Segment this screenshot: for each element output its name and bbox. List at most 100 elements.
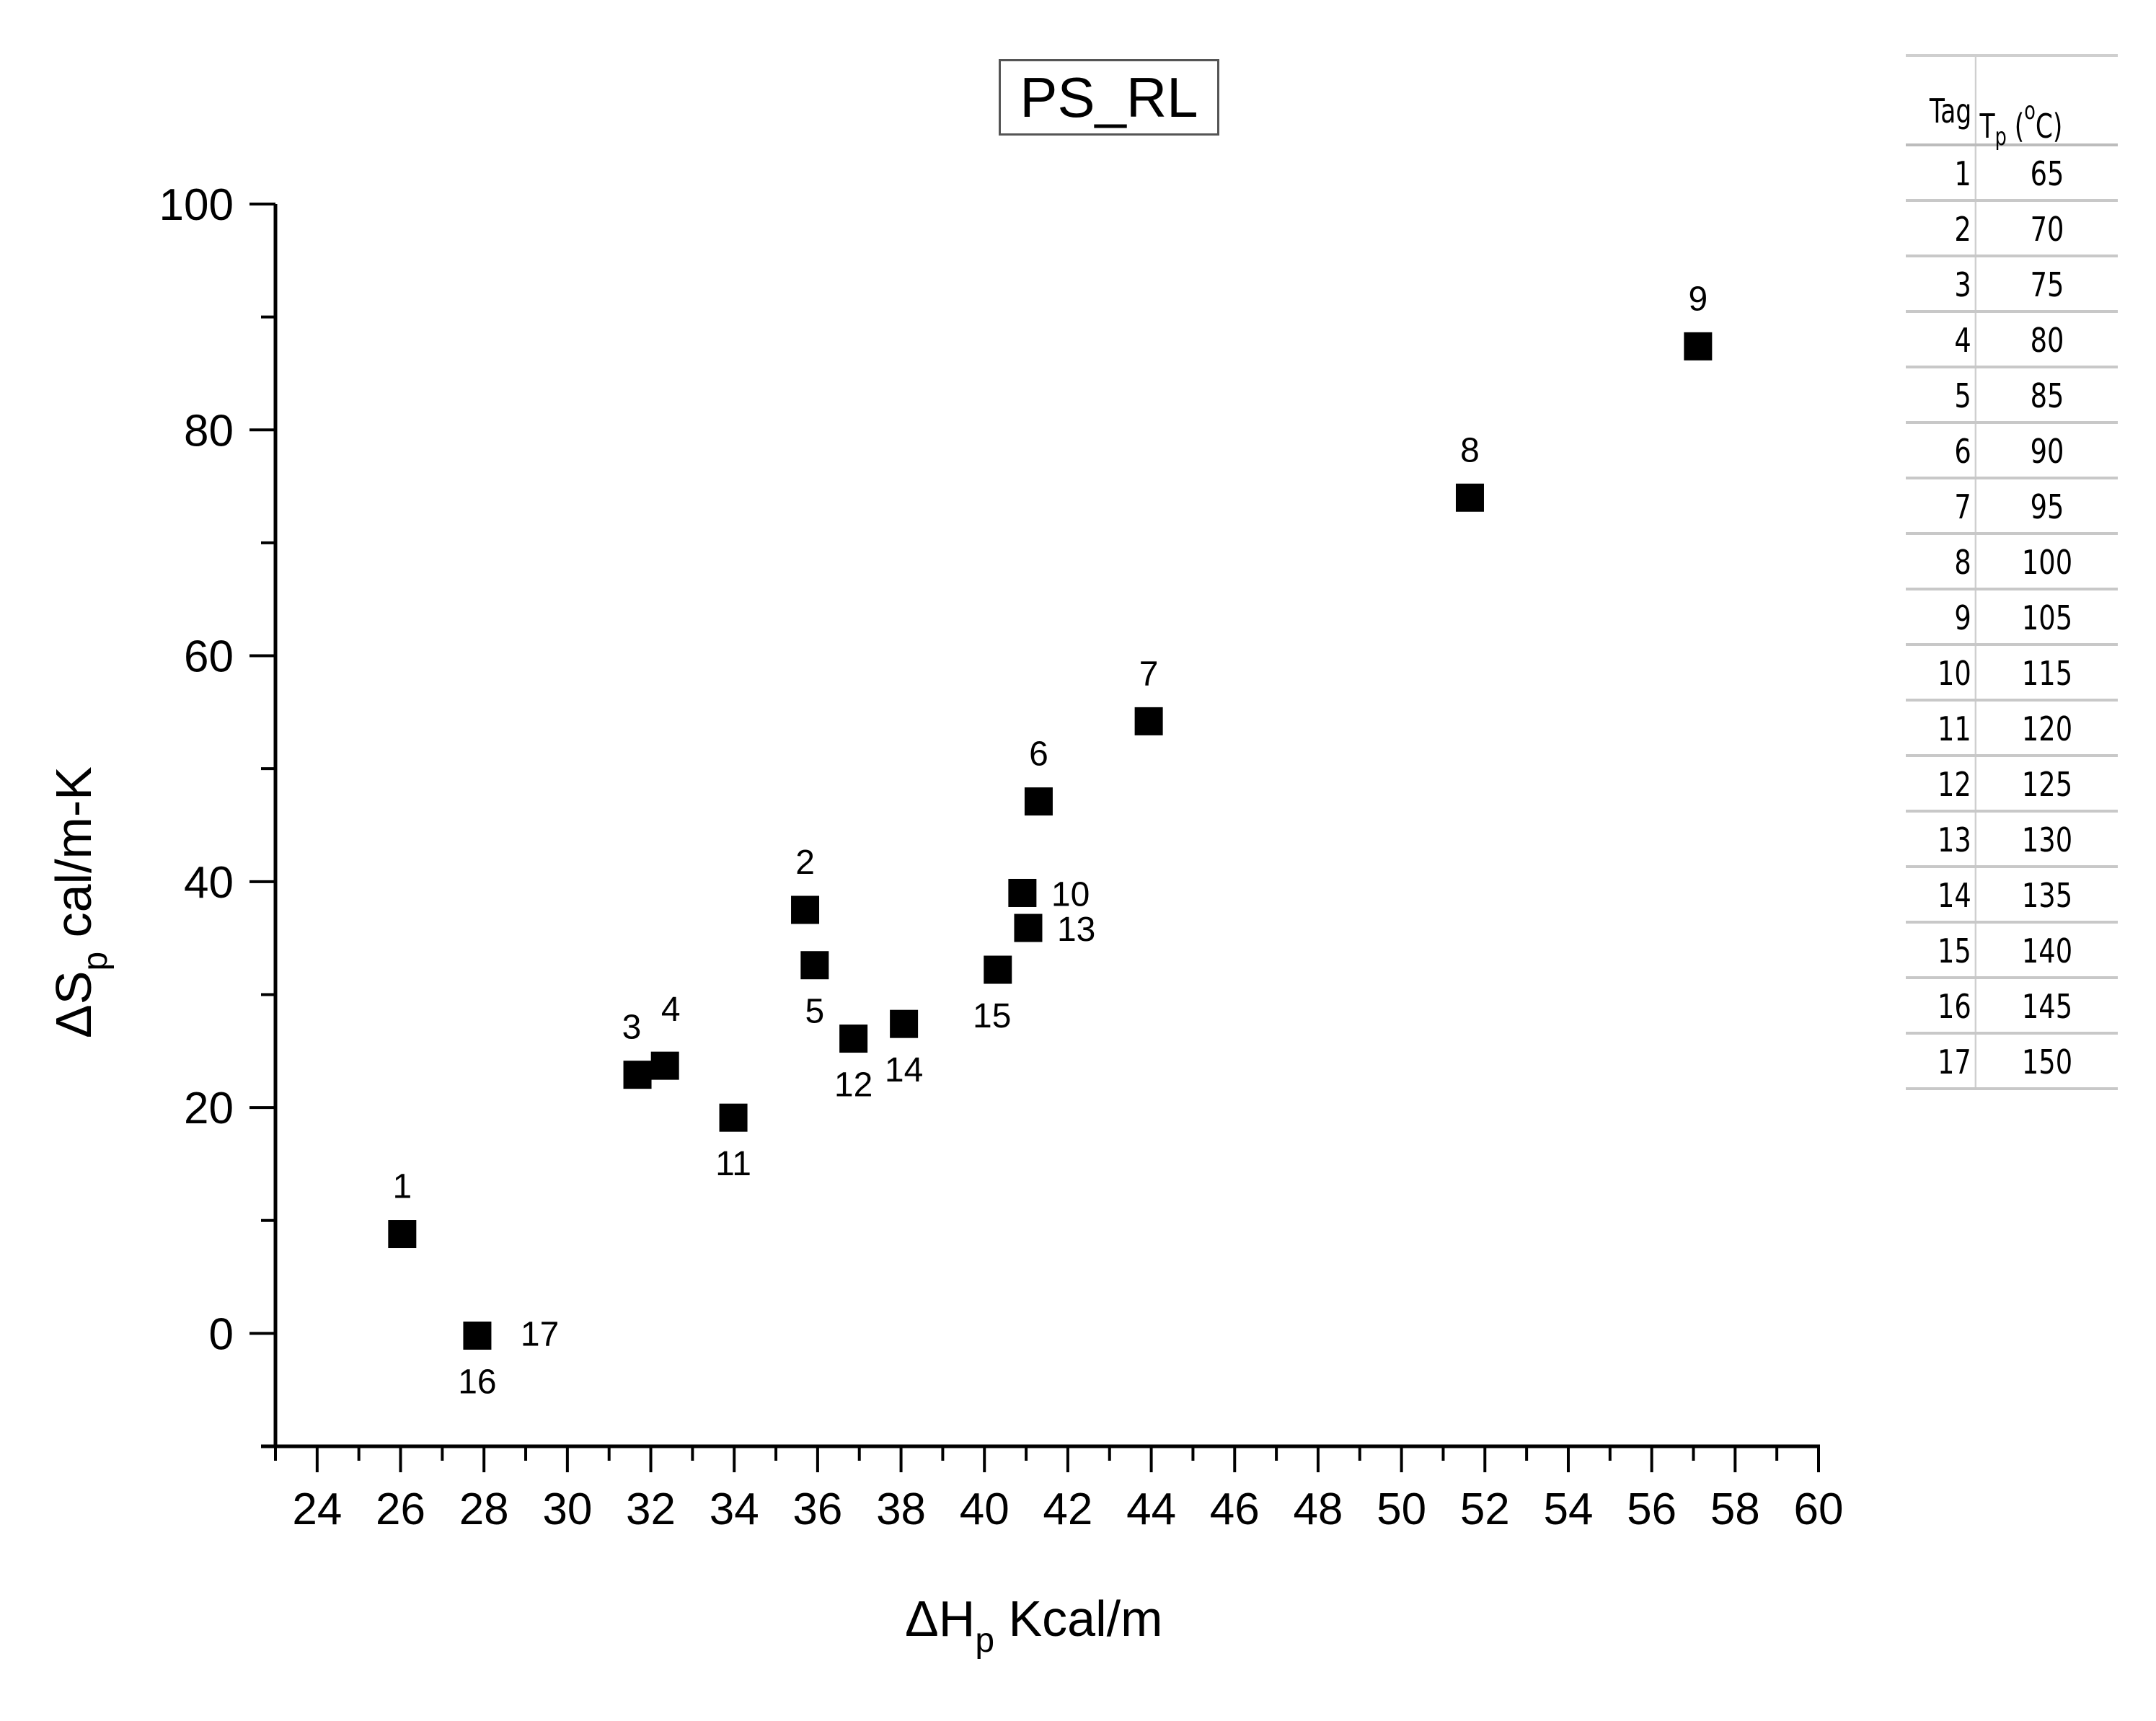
header-tp: Tp (oC) (1979, 97, 2063, 151)
cell-tag: 10 (1920, 646, 1976, 699)
table-row: 6 90 (1906, 424, 2118, 479)
x-tick-label: 54 (1543, 1485, 1593, 1534)
x-axis-label-subscript: p (975, 1622, 995, 1660)
data-point-label: 12 (834, 1066, 872, 1105)
data-point-label: 14 (885, 1051, 923, 1089)
cell-tag: 8 (1920, 535, 1976, 588)
data-point-marker (719, 1103, 748, 1132)
cell-tp: 85 (2030, 376, 2064, 415)
data-point-label: 7 (1139, 655, 1159, 693)
x-tick-label: 32 (626, 1485, 676, 1534)
data-point-label: 9 (1688, 280, 1707, 318)
cell-tp: 145 (2021, 987, 2073, 1026)
data-point-marker (1455, 483, 1484, 512)
cell-tp: 90 (2030, 432, 2064, 471)
cell-tag: 15 (1920, 924, 1976, 976)
x-tick-label: 50 (1377, 1485, 1426, 1534)
cell-tag: 17 (1920, 1035, 1976, 1087)
cell-tag: 6 (1920, 424, 1976, 477)
x-tick-label: 40 (960, 1485, 1009, 1534)
table-row: 13 130 (1906, 813, 2118, 868)
data-point-label: 1 (392, 1168, 412, 1206)
x-tick-label: 30 (542, 1485, 592, 1534)
data-point-label: 11 (715, 1145, 751, 1183)
data-point-marker (388, 1220, 417, 1249)
data-point-label: 2 (795, 844, 815, 882)
chart-title: PS_RL (999, 59, 1219, 136)
y-axis-label-unit: cal/m-K (45, 766, 102, 938)
cell-tag: 12 (1920, 757, 1976, 810)
table-row: 2 70 (1906, 202, 2118, 257)
cell-tp: 150 (2021, 1043, 2073, 1081)
data-markers (388, 332, 1713, 1350)
y-axis-label-main: ΔS (45, 970, 102, 1038)
data-point-label: 5 (805, 993, 824, 1031)
data-point-marker (623, 1061, 652, 1089)
cell-tp: 65 (2030, 154, 2064, 193)
data-point-marker (791, 895, 820, 924)
cell-tag: 5 (1920, 368, 1976, 421)
cell-tp: 100 (2021, 543, 2073, 582)
x-tick-label: 52 (1460, 1485, 1510, 1534)
cell-tp: 80 (2030, 321, 2064, 360)
cell-tag: 3 (1920, 257, 1976, 310)
x-tick-label: 44 (1126, 1485, 1176, 1534)
cell-tp: 140 (2021, 932, 2073, 970)
table-row: 3 75 (1906, 257, 2118, 313)
cell-tag: 11 (1920, 702, 1976, 754)
table-row: 11 120 (1906, 702, 2118, 757)
chart-title-text: PS_RL (1020, 65, 1198, 129)
x-tick-label: 58 (1710, 1485, 1760, 1534)
data-point-marker (1014, 913, 1043, 942)
table-row: 12 125 (1906, 757, 2118, 813)
x-tick-label: 24 (292, 1485, 342, 1534)
x-tick-label: 56 (1627, 1485, 1676, 1534)
x-axis-label: ΔHp Kcal/m (905, 1590, 1163, 1660)
data-point-label: 13 (1057, 911, 1095, 949)
data-point-label: 3 (622, 1009, 642, 1047)
cell-tp: 95 (2030, 487, 2064, 526)
table-row: 14 135 (1906, 868, 2118, 924)
cell-tp: 75 (2030, 265, 2064, 304)
data-point-label: 17 (521, 1315, 559, 1353)
cell-tp: 105 (2021, 598, 2073, 637)
cell-tp: 70 (2030, 210, 2064, 249)
table-header: Tag Tp (oC) (1906, 54, 2118, 151)
x-tick-label: 36 (792, 1485, 842, 1534)
y-tick-label: 80 (184, 406, 234, 456)
table-row: 1 65 (1906, 146, 2118, 202)
x-tick-label: 48 (1293, 1485, 1343, 1534)
x-axis-label-main: ΔH (905, 1591, 976, 1647)
y-tick-label: 40 (184, 858, 234, 908)
y-tick-label: 60 (184, 632, 234, 682)
data-point-label: 10 (1051, 875, 1090, 913)
x-tick-label: 28 (459, 1485, 509, 1534)
data-point-label: 6 (1029, 735, 1048, 774)
cell-tag: 7 (1920, 479, 1976, 532)
x-tick-label: 60 (1794, 1485, 1844, 1534)
data-point-marker (1134, 707, 1163, 735)
table-row: 16 145 (1906, 979, 2118, 1035)
x-axis-label-unit: Kcal/m (1008, 1591, 1163, 1647)
x-tick-label: 26 (376, 1485, 425, 1534)
table-row: 10 115 (1906, 646, 2118, 702)
table-body: 1 65 2 70 3 75 4 80 5 85 6 90 7 95 8 100 9 105 10 115 11 120 1… (1906, 146, 2118, 1090)
data-point-marker (650, 1051, 679, 1080)
x-tick-label: 38 (876, 1485, 926, 1534)
x-tick-label: 34 (710, 1485, 759, 1534)
data-point-marker (839, 1025, 868, 1053)
y-tick-label: 100 (159, 180, 234, 230)
table-row: 8 100 (1906, 535, 2118, 590)
cell-tp: 135 (2021, 876, 2073, 915)
table-row: 5 85 (1906, 368, 2118, 424)
cell-tag: 2 (1920, 202, 1976, 255)
cell-tag: 13 (1920, 813, 1976, 865)
data-point-marker (463, 1321, 492, 1350)
cell-tp: 115 (2021, 654, 2073, 693)
data-point-marker (984, 955, 1012, 984)
cell-tag: 1 (1920, 146, 1976, 199)
data-point-marker (1684, 332, 1713, 360)
tag-temperature-table: Tag Tp (oC) 1 65 2 70 3 75 4 80 5 85 6 90 7 95 8 100 9 10… (1906, 54, 2118, 1090)
cell-tp: 120 (2021, 709, 2073, 748)
